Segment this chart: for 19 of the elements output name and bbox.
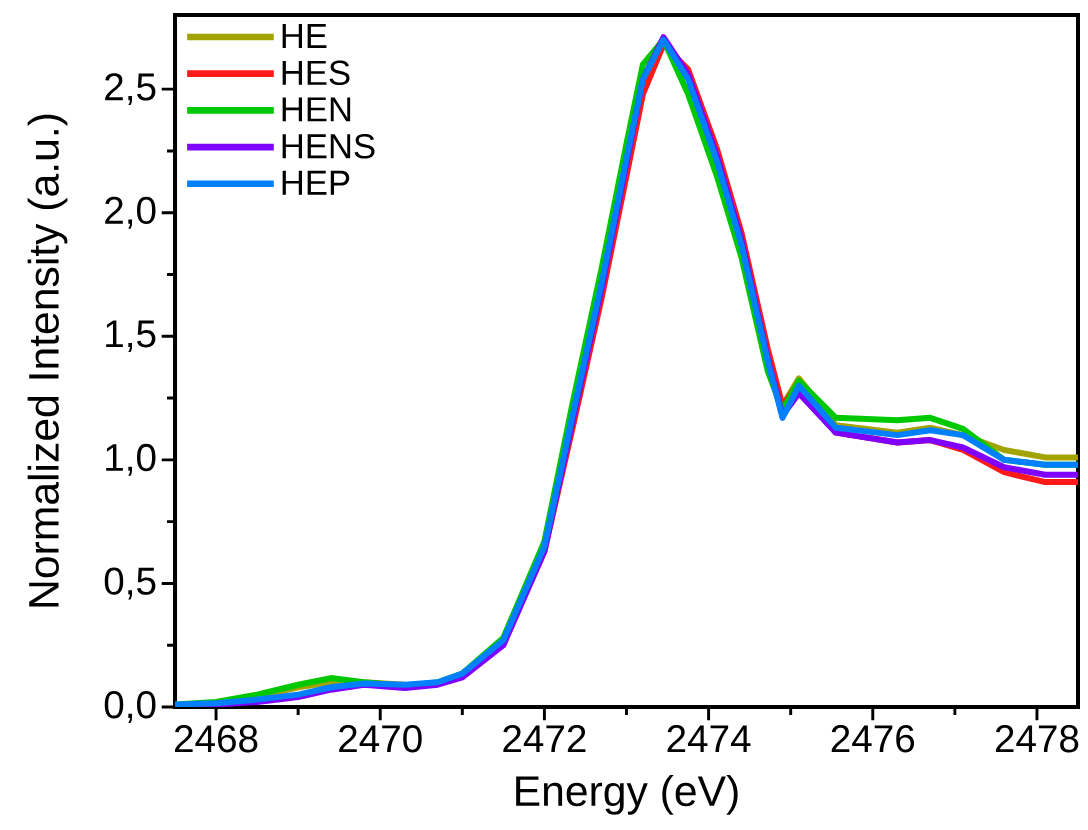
x-tick-label: 2478 bbox=[995, 725, 1079, 753]
y-tick-label: 2,5 bbox=[105, 73, 156, 106]
y-tick-label: 2,0 bbox=[105, 196, 156, 229]
x-tick-label: 2474 bbox=[667, 725, 751, 753]
legend-label: HENS bbox=[282, 133, 375, 159]
x-tick-label: 2476 bbox=[831, 725, 915, 753]
y-tick-label: 0,0 bbox=[104, 691, 156, 723]
y-tick-label: 1,5 bbox=[106, 320, 156, 353]
x-axis-title: Energy (eV) bbox=[516, 774, 738, 815]
x-tick-label: 2468 bbox=[174, 725, 258, 753]
y-axis-title: Normalized Intensity (a.u.) bbox=[27, 114, 68, 607]
y-tick-label: 0,5 bbox=[104, 567, 156, 600]
legend-label: HE bbox=[282, 24, 327, 48]
x-tick-label: 2470 bbox=[339, 725, 422, 753]
y-tick-label: 1,0 bbox=[106, 443, 156, 476]
legend-label: HEN bbox=[282, 97, 351, 122]
x-tick-label: 2472 bbox=[503, 725, 586, 753]
legend-label: HEP bbox=[282, 170, 350, 195]
legend-label: HES bbox=[282, 60, 350, 86]
